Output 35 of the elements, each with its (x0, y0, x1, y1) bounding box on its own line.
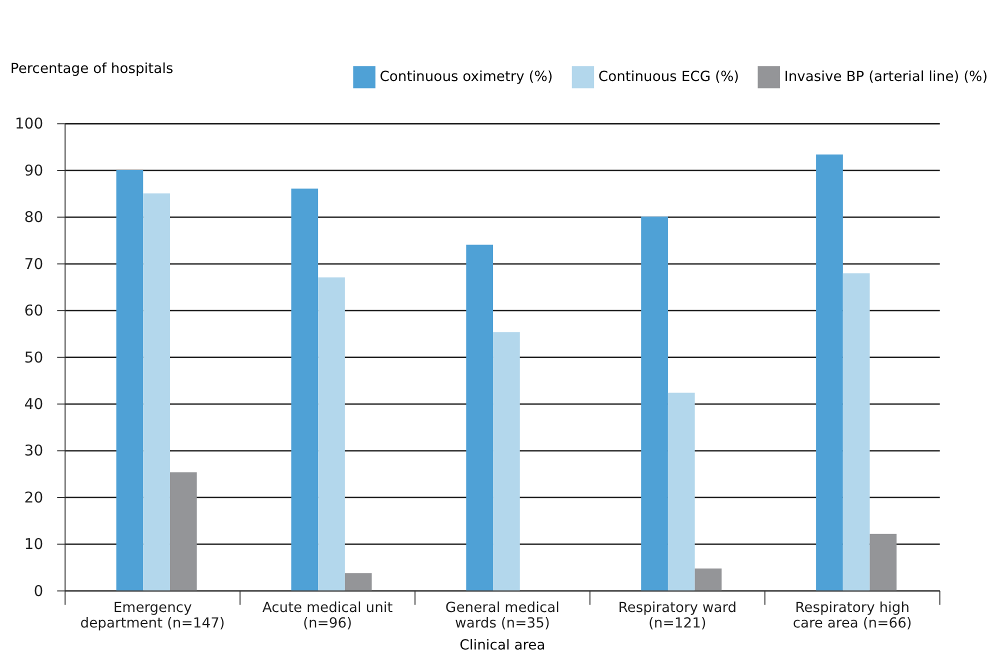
bar (641, 216, 668, 590)
x-tick-label: Acute medical unit (n=96) (262, 600, 394, 632)
y-tick-label: 30 (24, 442, 44, 460)
y-tick-label: 10 (24, 535, 44, 554)
legend-label: Continuous ECG (%) (598, 69, 740, 86)
bar (170, 472, 197, 590)
y-tick-label: 50 (24, 348, 44, 366)
bar (344, 573, 372, 590)
y-tick-label: 100 (14, 114, 44, 133)
y-axis-title: Percentage of hospitals (10, 61, 174, 78)
y-tick-label: 80 (24, 208, 44, 226)
x-axis-title: Clinical area (460, 638, 546, 650)
y-tick-label: 70 (24, 254, 44, 273)
bar (668, 392, 695, 590)
bar (816, 154, 843, 590)
bar (291, 188, 318, 590)
x-tick-label: General medical wards (n=35) (445, 600, 560, 632)
x-tick-label: Respiratory high care area (n=66) (792, 600, 912, 632)
y-tick-label: 60 (24, 302, 44, 320)
bar (318, 277, 345, 590)
bar (143, 193, 170, 590)
legend-label: Invasive BP (arterial line) (%) (784, 69, 988, 86)
y-tick-label: 40 (24, 395, 44, 414)
bar (694, 568, 722, 590)
legend-label: Continuous oximetry (%) (380, 69, 553, 86)
y-tick-label: 0 (34, 582, 44, 600)
bar (493, 332, 520, 590)
x-tick-label: Emergency department (n=147) (80, 600, 225, 632)
bar (116, 170, 144, 590)
bar (870, 534, 897, 590)
y-tick-label: 20 (24, 488, 44, 506)
bar (466, 244, 494, 590)
y-tick-label: 90 (24, 161, 44, 180)
bar (842, 273, 870, 590)
x-tick-label: Respiratory ward (n=121) (618, 600, 737, 632)
